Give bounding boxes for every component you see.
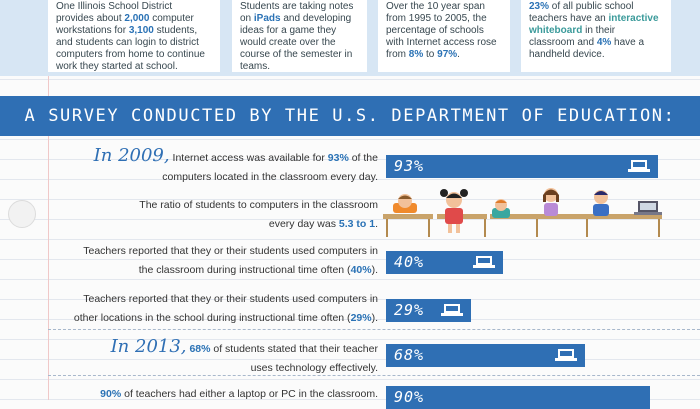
divider	[48, 329, 700, 330]
stat-bar-90: 90%	[386, 386, 650, 409]
bar-label: 40%	[394, 253, 425, 271]
year-label-2013: In 2013,	[110, 336, 187, 357]
info-card-internet-access: Over the 10 year span from 1995 to 2005,…	[378, 0, 510, 72]
student-girl-icon	[440, 189, 468, 233]
student-boy-sleeping-icon	[393, 194, 417, 213]
laptop-icon	[628, 160, 650, 172]
student-boy-icon	[492, 199, 510, 218]
notebook-margin-line	[48, 0, 49, 400]
info-card-district: One Illinois School District provides ab…	[48, 0, 220, 72]
desk	[534, 214, 588, 219]
stat-bar-40: 40%	[386, 251, 503, 274]
bar-label: 90%	[394, 388, 425, 406]
laptop-icon	[555, 349, 577, 361]
stat-bar-29: 29%	[386, 299, 471, 322]
laptop-icon	[634, 201, 662, 215]
laptop-icon	[473, 256, 495, 268]
divider	[48, 375, 700, 376]
laptop-icon	[441, 304, 463, 316]
year-label-2009: In 2009,	[93, 145, 170, 166]
stat-row-2009-text: In 2009, Internet access was available f…	[93, 145, 378, 183]
bar-label: 68%	[394, 346, 425, 364]
stat-row-teacher-devices-text: 90% of teachers had either a laptop or P…	[100, 388, 378, 400]
section-banner-title: A SURVEY CONDUCTED BY THE U.S. DEPARTMEN…	[24, 106, 676, 126]
stat-row-classroom-usage-text: Teachers reported that they or their stu…	[83, 245, 378, 276]
stat-row-school-usage-text: Teachers reported that they or their stu…	[73, 293, 378, 324]
stat-row-ratio-text: The ratio of students to computers in th…	[139, 199, 378, 230]
desk	[383, 214, 433, 219]
stat-bar-68: 68%	[386, 344, 585, 367]
bar-label: 93%	[394, 157, 425, 175]
desk	[490, 214, 540, 219]
desk	[586, 214, 662, 219]
student-boy-icon	[593, 190, 609, 216]
student-girl-icon	[543, 188, 559, 216]
bar-label: 29%	[394, 301, 425, 319]
info-card-ipads: Students are taking notes on iPads and d…	[232, 0, 367, 72]
section-banner	[0, 96, 700, 136]
stat-bar-93: 93%	[386, 155, 658, 178]
stat-row-2013-text: In 2013, 68% of students stated that the…	[110, 336, 378, 374]
binder-hole	[8, 200, 36, 228]
info-card-whiteboard: 23% of all public school teachers have a…	[521, 0, 671, 72]
